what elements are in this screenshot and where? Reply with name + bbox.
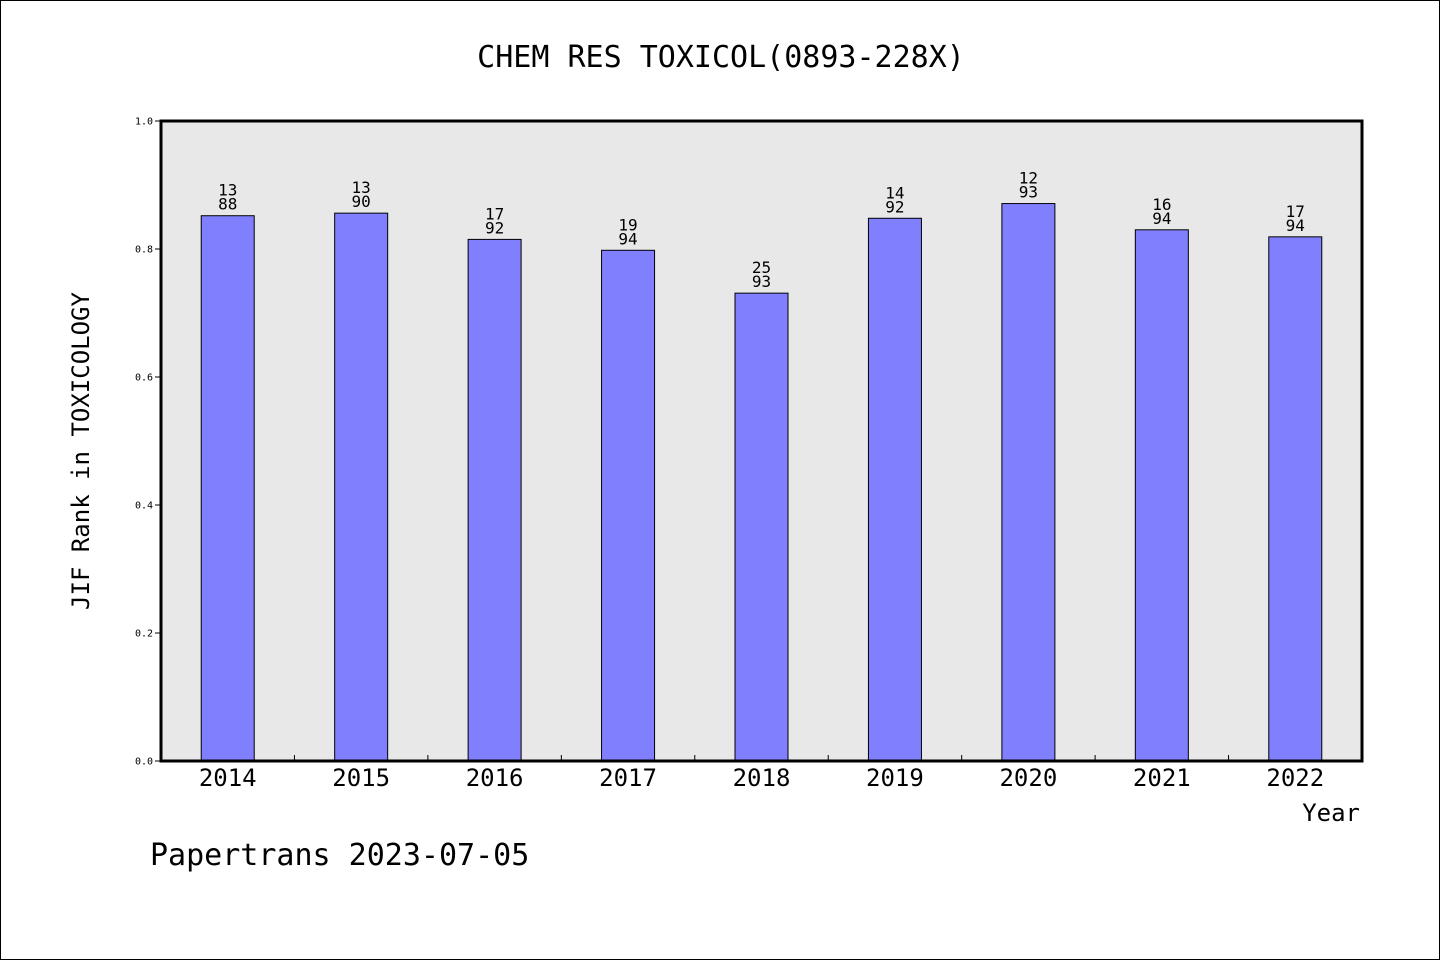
y-tick-label: 0.0	[135, 757, 153, 768]
x-tick-label: 2022	[1266, 764, 1324, 792]
bar-rank-label: 12	[1019, 169, 1038, 188]
bar-rank-label: 13	[218, 181, 237, 200]
y-tick-label: 0.8	[135, 245, 153, 256]
chart-title: CHEM RES TOXICOL(0893-228X)	[477, 40, 965, 75]
bar-2014	[200, 215, 255, 762]
bar-2016	[467, 238, 522, 762]
bar-total-label: 94	[1286, 216, 1305, 235]
y-tick-label: 0.6	[135, 373, 153, 384]
x-tick-label: 2019	[866, 764, 924, 792]
bar-total-label: 94	[618, 229, 637, 248]
bar-total-label: 93	[752, 272, 771, 291]
bar-2018	[734, 292, 789, 762]
bar-2021	[1134, 229, 1189, 762]
x-axis-label: Year	[1302, 799, 1360, 827]
x-tick-label: 2015	[332, 764, 390, 792]
y-tick-label: 1.0	[135, 117, 153, 128]
x-tick-label: 2020	[999, 764, 1057, 792]
bar-rank-label: 14	[885, 183, 904, 202]
y-tick-label: 0.2	[135, 629, 153, 640]
bar-2017	[601, 249, 656, 762]
bar-total-label: 92	[885, 197, 904, 216]
x-tick-label: 2021	[1133, 764, 1191, 792]
bar-2015	[334, 212, 389, 762]
bar-rank-label: 17	[1286, 202, 1305, 221]
bar-rank-label: 19	[618, 215, 637, 234]
bar-2019	[867, 217, 922, 762]
bar-total-label: 92	[485, 218, 504, 237]
bar-2020	[1001, 203, 1056, 762]
x-tick-label: 2017	[599, 764, 657, 792]
plot-border	[159, 119, 1364, 763]
bar-rank-label: 17	[485, 204, 504, 223]
x-tick-label: 2014	[199, 764, 257, 792]
bar-rank-label: 25	[752, 258, 771, 277]
x-tick-label: 2018	[733, 764, 791, 792]
bar-2022	[1268, 236, 1323, 762]
bar-labels-layer: 2014138820151390201617922017199420182593…	[199, 169, 1324, 792]
y-tick-label: 0.4	[135, 501, 153, 512]
bar-total-label: 94	[1152, 209, 1171, 228]
footer-watermark: Papertrans 2023-07-05	[150, 838, 529, 873]
bar-total-label: 88	[218, 195, 237, 214]
y-axis-label: JIF Rank in TOXICOLOGY	[67, 292, 95, 610]
bar-rank-label: 16	[1152, 195, 1171, 214]
bar-rank-label: 13	[352, 178, 371, 197]
bars-layer	[200, 203, 1323, 762]
x-tick-label: 2016	[466, 764, 524, 792]
bar-total-label: 90	[352, 192, 371, 211]
bar-total-label: 93	[1019, 183, 1038, 202]
